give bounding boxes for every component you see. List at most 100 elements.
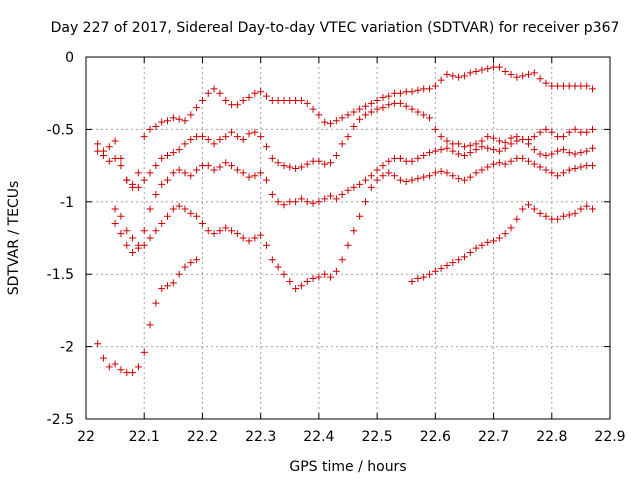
data-point: [303, 99, 311, 107]
data-point: [257, 231, 265, 239]
data-point: [472, 244, 480, 252]
data-point: [204, 89, 212, 97]
data-point: [123, 176, 131, 184]
data-point: [391, 172, 399, 180]
data-point: [385, 169, 393, 177]
data-point: [338, 256, 346, 264]
data-point: [530, 146, 538, 154]
data-point: [571, 125, 579, 133]
data-point: [129, 369, 137, 377]
data-point: [286, 277, 294, 285]
data-point: [484, 163, 492, 171]
data-point: [559, 133, 567, 141]
data-point: [495, 63, 503, 71]
x-axis-label: GPS time / hours: [289, 459, 406, 475]
data-point: [437, 76, 445, 84]
data-point: [571, 164, 579, 172]
data-point: [239, 136, 247, 144]
data-point: [466, 141, 474, 149]
data-point: [216, 163, 224, 171]
data-point: [292, 285, 300, 293]
data-point: [530, 133, 538, 141]
data-point: [181, 263, 189, 271]
data-point: [315, 198, 323, 206]
data-point: [420, 111, 428, 119]
axis-ticks: 22 22.1 22.2 22.3 22.4 22.5 22.6 22.7 22.8 22.9 0 -…: [47, 50, 626, 445]
data-point: [245, 237, 253, 245]
data-point: [181, 169, 189, 177]
data-point: [292, 164, 300, 172]
data-point: [274, 198, 282, 206]
data-point: [501, 160, 509, 168]
data-point: [577, 163, 585, 171]
data-point: [495, 234, 503, 242]
y-tick-label: -1.5: [47, 267, 74, 283]
data-point: [321, 118, 329, 126]
data-point: [198, 133, 206, 141]
data-point: [414, 275, 422, 283]
data-point: [431, 169, 439, 177]
data-point: [338, 191, 346, 199]
data-point: [571, 150, 579, 158]
data-point: [455, 256, 463, 264]
data-point: [280, 270, 288, 278]
data-point: [152, 227, 160, 235]
data-point: [181, 117, 189, 125]
data-point: [501, 144, 509, 152]
satellite-1-series: [94, 63, 597, 191]
data-point: [583, 128, 591, 136]
data-point: [344, 111, 352, 119]
data-point: [402, 102, 410, 110]
data-point: [169, 279, 177, 287]
data-point: [222, 133, 230, 141]
data-point: [460, 151, 468, 159]
data-point: [431, 267, 439, 275]
data-point: [204, 162, 212, 170]
data-point: [257, 133, 265, 141]
data-point: [408, 157, 416, 165]
data-point: [472, 67, 480, 75]
data-point: [158, 285, 166, 293]
data-point: [105, 363, 113, 371]
data-point: [466, 149, 474, 157]
data-point: [495, 159, 503, 167]
data-point: [152, 299, 160, 307]
data-point: [309, 199, 317, 207]
data-point: [187, 209, 195, 217]
data-point: [117, 230, 125, 238]
data-point: [134, 183, 142, 191]
y-tick-label: -1: [60, 195, 74, 211]
data-point: [245, 130, 253, 138]
data-point: [117, 212, 125, 220]
data-point: [204, 227, 212, 235]
data-point: [385, 157, 393, 165]
x-tick-label: 22: [77, 429, 95, 445]
data-point: [251, 128, 259, 136]
data-point: [524, 70, 532, 78]
data-point: [559, 146, 567, 154]
data-point: [431, 147, 439, 155]
y-tick-label: 0: [65, 50, 74, 66]
data-point: [164, 212, 172, 220]
data-point: [164, 117, 172, 125]
data-point: [472, 169, 480, 177]
data-point: [350, 108, 358, 116]
plot-frame: [85, 56, 611, 420]
data-point: [134, 363, 142, 371]
data-point: [396, 176, 404, 184]
data-point: [327, 192, 335, 200]
data-point: [542, 212, 550, 220]
data-point: [175, 146, 183, 154]
data-point: [548, 169, 556, 177]
data-point: [554, 172, 562, 180]
data-point: [111, 220, 119, 228]
data-point: [408, 88, 416, 96]
data-point: [437, 167, 445, 175]
x-tick-label: 22.6: [420, 429, 451, 445]
data-point: [507, 157, 515, 165]
data-point: [490, 134, 498, 142]
data-point: [361, 176, 369, 184]
data-point: [140, 241, 148, 249]
data-point: [443, 144, 451, 152]
data-point: [449, 147, 457, 155]
